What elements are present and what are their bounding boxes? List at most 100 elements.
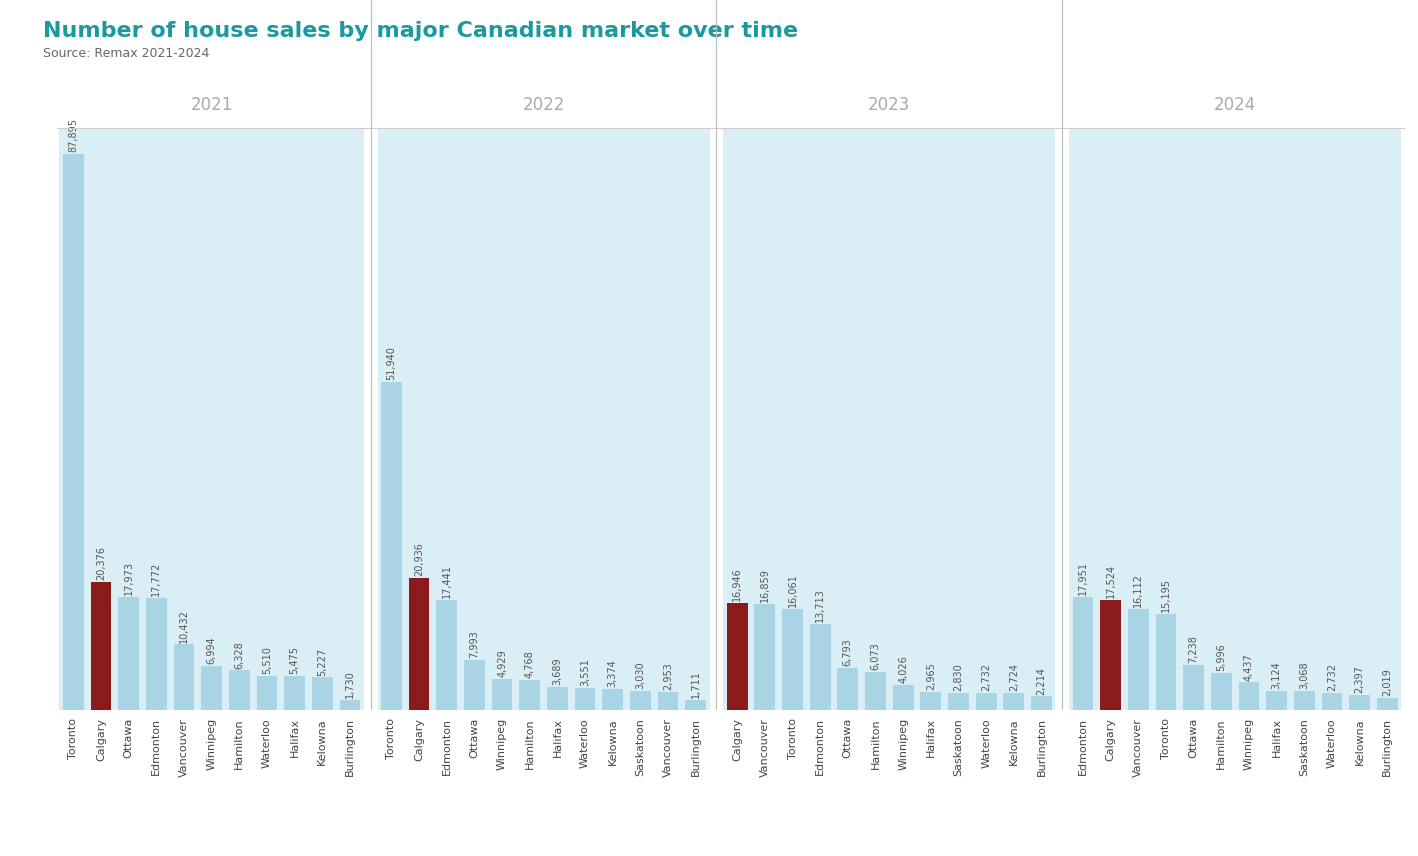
Bar xyxy=(464,660,485,710)
Bar xyxy=(727,603,747,710)
Bar xyxy=(658,692,678,710)
Bar xyxy=(685,699,706,710)
Bar xyxy=(1072,597,1093,710)
Bar xyxy=(754,603,776,710)
Bar xyxy=(976,693,997,710)
Text: 15,195: 15,195 xyxy=(1161,579,1171,612)
Bar xyxy=(408,578,430,710)
Bar xyxy=(118,597,139,710)
Text: 2,830: 2,830 xyxy=(953,663,963,691)
Bar xyxy=(893,685,913,710)
Bar xyxy=(1031,697,1052,710)
Text: 10,432: 10,432 xyxy=(179,609,189,643)
Text: 2,965: 2,965 xyxy=(926,662,936,690)
Text: 51,940: 51,940 xyxy=(387,346,397,380)
Text: 6,793: 6,793 xyxy=(842,638,852,666)
Bar xyxy=(547,687,567,710)
Bar xyxy=(60,128,364,710)
Bar xyxy=(228,670,250,710)
Text: 6,328: 6,328 xyxy=(234,641,244,669)
Text: 2,019: 2,019 xyxy=(1383,668,1392,696)
Bar xyxy=(339,699,360,710)
Bar xyxy=(492,680,512,710)
Bar xyxy=(1100,599,1122,710)
Bar xyxy=(1069,128,1401,710)
Text: 4,768: 4,768 xyxy=(525,651,535,679)
Text: 5,510: 5,510 xyxy=(262,645,272,674)
Bar xyxy=(920,692,942,710)
Text: 2,724: 2,724 xyxy=(1008,663,1018,692)
Bar xyxy=(377,128,709,710)
Text: 2,732: 2,732 xyxy=(1327,663,1337,692)
Text: 2,732: 2,732 xyxy=(981,663,991,692)
Bar xyxy=(865,672,886,710)
Text: 1,730: 1,730 xyxy=(345,670,354,698)
Bar xyxy=(62,154,84,710)
Bar xyxy=(1127,609,1149,710)
Bar xyxy=(91,581,112,710)
Text: 4,437: 4,437 xyxy=(1244,653,1254,681)
Bar xyxy=(810,624,831,710)
Text: 1,711: 1,711 xyxy=(691,670,700,698)
Text: 6,994: 6,994 xyxy=(207,637,217,664)
Text: 2,214: 2,214 xyxy=(1037,667,1046,694)
Bar xyxy=(1293,691,1314,710)
Bar xyxy=(1156,615,1177,710)
Bar xyxy=(838,668,858,710)
Bar xyxy=(1377,698,1398,710)
Text: 17,441: 17,441 xyxy=(442,564,452,598)
Bar xyxy=(603,689,623,710)
Bar xyxy=(630,692,651,710)
Bar xyxy=(783,609,803,710)
Text: Source: Remax 2021-2024: Source: Remax 2021-2024 xyxy=(43,47,208,60)
Text: 3,124: 3,124 xyxy=(1272,661,1282,689)
Text: 3,030: 3,030 xyxy=(635,662,645,689)
Text: 2,397: 2,397 xyxy=(1354,666,1364,693)
Text: 6,073: 6,073 xyxy=(871,642,881,670)
Text: 17,973: 17,973 xyxy=(123,561,133,595)
Bar xyxy=(284,676,305,710)
Text: 2,953: 2,953 xyxy=(664,662,674,690)
Bar xyxy=(574,688,596,710)
Bar xyxy=(519,681,540,710)
Text: 2021: 2021 xyxy=(190,96,233,114)
Bar xyxy=(173,645,194,710)
Bar xyxy=(437,600,457,710)
Text: 4,026: 4,026 xyxy=(898,656,908,683)
Bar xyxy=(312,677,333,710)
Text: 87,895: 87,895 xyxy=(68,118,78,152)
Bar xyxy=(1238,682,1259,710)
Bar xyxy=(1004,693,1024,710)
Text: 3,068: 3,068 xyxy=(1299,662,1309,689)
Text: 3,689: 3,689 xyxy=(553,657,563,686)
Text: Number of house sales by major Canadian market over time: Number of house sales by major Canadian … xyxy=(43,21,798,41)
Bar xyxy=(723,128,1055,710)
Text: 16,112: 16,112 xyxy=(1133,573,1143,607)
Text: 5,475: 5,475 xyxy=(289,646,299,674)
Bar xyxy=(949,693,968,710)
Text: 2023: 2023 xyxy=(868,96,910,114)
Text: 3,551: 3,551 xyxy=(580,658,590,687)
Bar xyxy=(1349,695,1370,710)
Text: 17,524: 17,524 xyxy=(1106,563,1116,597)
Text: 2022: 2022 xyxy=(522,96,564,114)
Bar xyxy=(257,675,278,710)
Text: 5,996: 5,996 xyxy=(1217,643,1227,670)
Text: 7,238: 7,238 xyxy=(1188,635,1198,663)
Bar xyxy=(1211,673,1232,710)
Text: 16,946: 16,946 xyxy=(732,568,742,602)
Text: 20,936: 20,936 xyxy=(414,542,424,576)
Text: 4,929: 4,929 xyxy=(498,650,508,677)
Bar xyxy=(1322,693,1343,710)
Text: 17,772: 17,772 xyxy=(152,562,162,596)
Text: 20,376: 20,376 xyxy=(96,545,106,580)
Bar xyxy=(1183,665,1204,710)
Bar xyxy=(146,598,167,710)
Text: 13,713: 13,713 xyxy=(815,588,825,621)
Bar xyxy=(1266,691,1288,710)
Text: 17,951: 17,951 xyxy=(1078,561,1088,595)
Text: 2024: 2024 xyxy=(1214,96,1256,114)
Text: 3,374: 3,374 xyxy=(608,659,618,687)
Bar xyxy=(381,382,401,710)
Text: 16,061: 16,061 xyxy=(787,574,797,607)
